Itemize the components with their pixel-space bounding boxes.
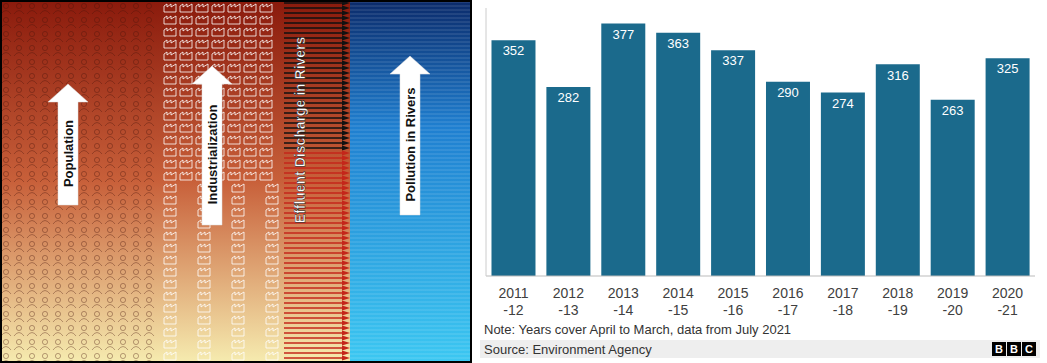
- svg-text:290: 290: [777, 85, 799, 100]
- svg-text:Population: Population: [61, 120, 76, 187]
- svg-text:352: 352: [503, 43, 525, 58]
- svg-text:Effluent Discharge in Rivers: Effluent Discharge in Rivers: [292, 36, 308, 223]
- svg-text:2017: 2017: [827, 285, 858, 301]
- svg-text:2015: 2015: [717, 285, 748, 301]
- svg-text:Industrialization: Industrialization: [205, 105, 220, 205]
- svg-text:325: 325: [997, 61, 1019, 76]
- svg-text:-18: -18: [833, 302, 853, 318]
- svg-text:337: 337: [722, 53, 744, 68]
- svg-text:-17: -17: [778, 302, 798, 318]
- html-text:B: B: [995, 343, 1003, 355]
- svg-text:-16: -16: [723, 302, 743, 318]
- svg-text:2014: 2014: [663, 285, 694, 301]
- svg-text:-13: -13: [558, 302, 578, 318]
- svg-text:-15: -15: [668, 302, 688, 318]
- svg-text:263: 263: [942, 103, 964, 118]
- svg-text:2016: 2016: [772, 285, 803, 301]
- svg-text:2019: 2019: [937, 285, 968, 301]
- html-text:B: B: [1010, 343, 1018, 355]
- svg-text:-12: -12: [503, 302, 523, 318]
- svg-text:363: 363: [667, 36, 689, 51]
- html-text:Note: Years cover April to Mar: Note: Years cover April to March, data f…: [484, 322, 792, 337]
- svg-text:2018: 2018: [882, 285, 913, 301]
- svg-text:377: 377: [612, 27, 634, 42]
- svg-text:Pollution in Rivers: Pollution in Rivers: [403, 87, 418, 201]
- svg-text:-21: -21: [997, 302, 1017, 318]
- svg-text:2012: 2012: [553, 285, 584, 301]
- html-text:C: C: [1025, 343, 1033, 355]
- svg-text:2011: 2011: [498, 285, 528, 301]
- svg-text:2013: 2013: [608, 285, 639, 301]
- svg-text:-19: -19: [888, 302, 908, 318]
- svg-text:282: 282: [558, 90, 580, 105]
- svg-text:316: 316: [887, 68, 909, 83]
- svg-text:274: 274: [832, 96, 854, 111]
- html-text:Source: Environment Agency: Source: Environment Agency: [484, 341, 652, 357]
- svg-text:-14: -14: [613, 302, 633, 318]
- svg-text:2020: 2020: [992, 285, 1023, 301]
- svg-text:-20: -20: [943, 302, 963, 318]
